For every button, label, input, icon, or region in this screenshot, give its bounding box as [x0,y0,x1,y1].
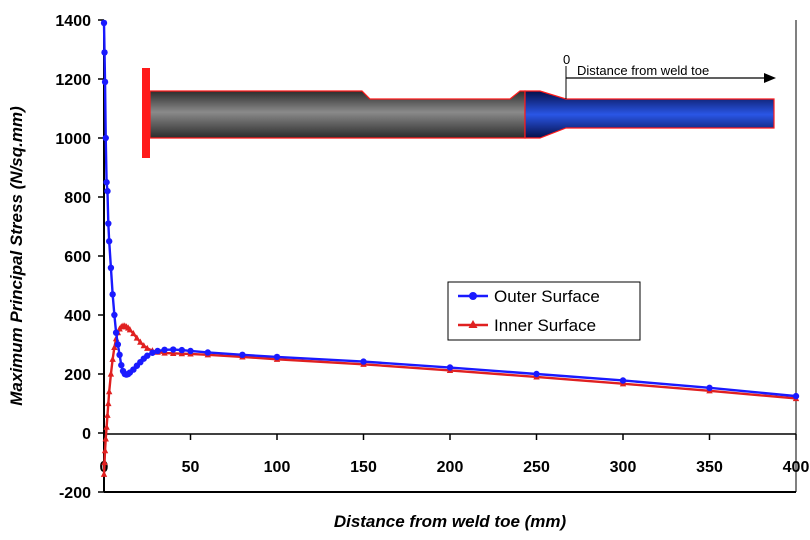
inner-surface-point [170,349,177,356]
outer-surface-point [101,78,109,86]
outer-surface-point [360,358,367,365]
legend-box [447,281,641,341]
outer-surface-point [144,352,151,359]
inner-surface-point [101,458,108,466]
y-tick-label: -200 [59,485,91,502]
x-axis-title: Distance from weld toe (mm) [334,512,567,531]
inner-surface-point [144,344,151,351]
series-outer-surface [100,19,800,400]
inner-surface-point [103,423,110,430]
inner-surface-point [140,342,147,349]
pipe-left-section [149,90,526,139]
outer-surface-point [273,353,281,361]
outer-surface-point [111,311,118,319]
outer-surface-point [107,264,115,271]
weld-transition [524,90,775,139]
outer-surface-point [116,351,123,359]
series-inner-surface [100,322,800,477]
outer-surface-point [446,364,454,371]
legend: Outer Surface Inner Surface [447,281,641,341]
inner-surface-point [101,447,109,454]
x-tick-label: 400 [783,459,810,476]
legend-inner-label: Inner Surface [494,316,596,335]
inner-surface-point [100,470,108,477]
legend-outer-label: Outer Surface [494,287,600,306]
outer-surface-point [109,291,116,298]
legend-outer-marker [469,292,477,300]
y-tick-label: 800 [64,190,91,207]
inner-surface-point [137,338,144,345]
distance-arrow-head [764,73,776,83]
x-tick-label: 150 [350,459,377,476]
outer-surface-point [102,134,109,142]
inner-surface-point [109,355,116,362]
inner-surface-point [102,435,109,442]
y-tick-label: 1000 [55,131,91,148]
inner-surface-point [111,343,118,351]
outer-surface-point [204,349,211,356]
y-tick-label: 0 [82,426,91,443]
inner-surface-point [126,326,134,333]
inner-surface-point [105,388,113,395]
outer-surface-point [100,19,108,27]
outer-surface-point [170,346,177,353]
outer-surface-point [118,361,125,369]
x-tick-label: 300 [610,459,637,476]
y-tick-label: 400 [64,308,91,325]
outer-surface-point [114,341,122,348]
y-tick-label: 1400 [55,13,91,30]
inner-surface-point [104,411,111,418]
y-tick-label: 1200 [55,72,91,89]
outer-surface-point [112,329,120,336]
x-tick-label: 350 [696,459,723,476]
legend-inner-marker [468,320,478,328]
y-axis-ticks: -200 0 200 400 600 800 1000 1200 1400 [55,13,104,502]
outer-surface-point [154,347,161,355]
outer-surface-point [792,392,800,400]
outer-surface-point [619,377,627,384]
inner-surface-point [130,329,137,337]
inner-surface-point [105,399,112,407]
outer-surface-point [104,187,111,195]
outer-surface-point [706,384,713,392]
outer-surface-point [105,220,112,227]
outer-surface-point [105,238,113,245]
outer-surface-point [178,346,186,354]
inset-distance-label: Distance from weld toe [577,63,709,78]
y-tick-label: 200 [64,367,91,384]
inner-surface-point [133,334,141,341]
outer-surface-point [101,49,108,56]
x-tick-label: 250 [523,459,550,476]
outer-surface-point [239,351,246,359]
x-tick-label: 200 [437,459,464,476]
outer-surface-point [187,347,194,355]
x-tick-label: 100 [264,459,291,476]
x-axis-ticks: 0 50 100 150 200 250 300 350 400 [100,434,810,476]
inset-zero-label: 0 [563,52,570,67]
x-tick-label: 50 [182,459,200,476]
outer-surface-point [533,370,540,378]
weld-flange [142,68,150,158]
y-tick-label: 600 [64,249,91,266]
outer-surface-point [161,346,168,354]
y-axis-title: Maximum Principal Stress (N/sq.mm) [7,106,26,406]
inner-surface-point [107,370,115,377]
outer-surface-point [103,179,110,186]
pipe-inset-illustration: 0 Distance from weld toe [142,52,776,158]
inner-surface-line [102,324,797,475]
outer-surface-point [149,349,156,356]
